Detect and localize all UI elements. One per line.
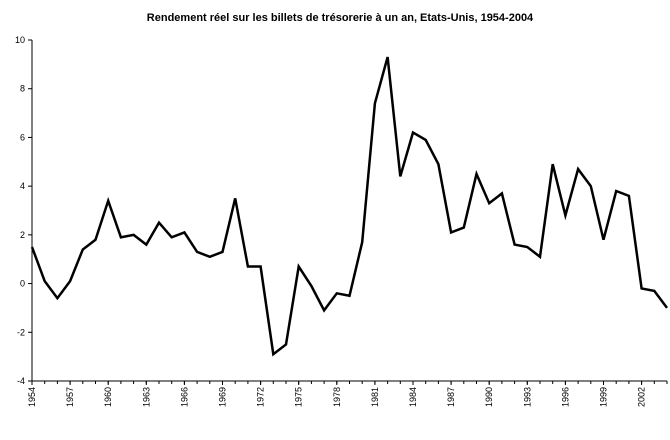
x-tick-label: 1996 [560, 387, 570, 407]
x-tick-label: 1957 [65, 387, 75, 407]
x-tick-label: 1966 [179, 387, 189, 407]
x-tick-label: 1990 [484, 387, 494, 407]
y-tick-label: 10 [15, 35, 25, 45]
x-tick-label: 1975 [294, 387, 304, 407]
x-tick-label: 1981 [370, 387, 380, 407]
y-tick-label: 2 [20, 230, 25, 240]
line [30, 56, 669, 357]
y-tick-label: 6 [20, 132, 25, 142]
x-tick-label: 1993 [522, 387, 532, 407]
y-tick-label: -4 [17, 376, 25, 386]
x-tick-label: 1969 [218, 387, 228, 407]
x-tick-label: 1987 [446, 387, 456, 407]
y-tick-label: 4 [20, 181, 25, 191]
x-tick-label: 1984 [408, 387, 418, 407]
x-tick-label: 1963 [141, 387, 151, 407]
x-tick-label: 2002 [637, 387, 647, 407]
x-tick-label: 1954 [27, 387, 37, 407]
y-tick-label: 8 [20, 84, 25, 94]
chart-title: Rendement réel sur les billets de trésor… [147, 12, 534, 24]
y-tick-label: 0 [20, 279, 25, 289]
x-tick-label: 1960 [103, 387, 113, 407]
x-tick-label: 1972 [256, 387, 266, 407]
x-tick-label: 1999 [599, 387, 609, 407]
x-tick-label: 1978 [332, 387, 342, 407]
y-tick-label: -2 [17, 327, 25, 337]
